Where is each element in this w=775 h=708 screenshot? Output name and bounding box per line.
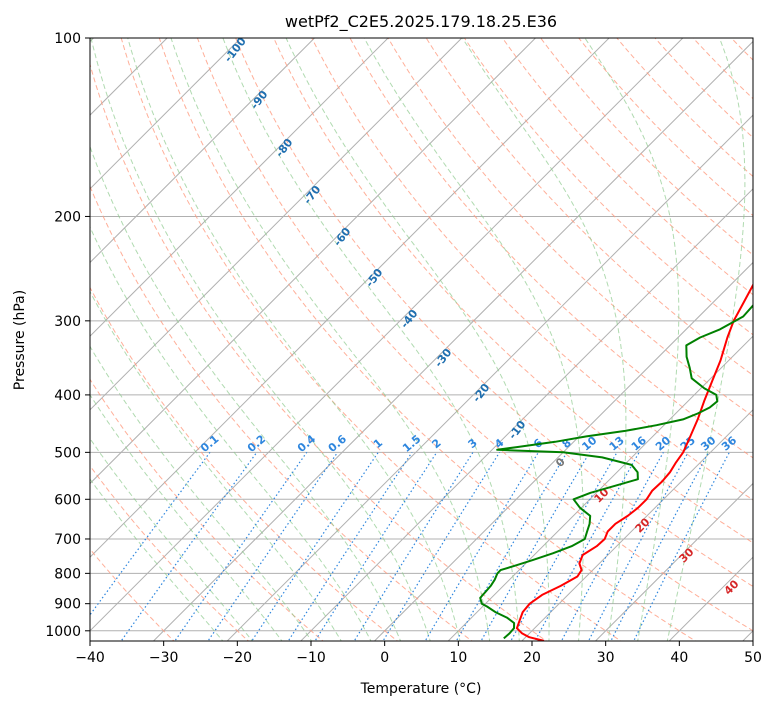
y-axis-ticks: 100 200 300 400 500 600 700 800 900 1000: [45, 31, 90, 640]
mixing-ratio-line: [314, 451, 438, 641]
y-tick-label: 800: [54, 566, 81, 582]
mixing-ratio-line: [207, 451, 339, 641]
dry-adiabat-line: [158, 38, 697, 641]
y-tick-label: 900: [54, 597, 81, 613]
mixing-ratio-line: [633, 452, 730, 641]
isotherm-30: [594, 482, 753, 641]
moist-adiabat-line: [90, 225, 372, 641]
x-tick-label: −20: [223, 650, 253, 666]
isotherm--40: [90, 38, 684, 632]
isotherm--100: [90, 38, 242, 190]
y-tick-label: 1000: [45, 624, 81, 640]
x-tick-label: −10: [296, 650, 326, 666]
dry-adiabat-line: [425, 38, 753, 376]
dry-adiabat-line: [349, 38, 753, 459]
isotherm--80: [90, 38, 389, 337]
isotherm-0: [373, 261, 753, 641]
mixing-ratio-line: [382, 451, 501, 641]
x-axis-label: Temperature (°C): [360, 681, 482, 697]
x-tick-label: 10: [449, 650, 467, 666]
moist-adiabat-line: [90, 393, 283, 641]
dry-adiabat-line: [387, 38, 753, 417]
isotherm--20: [226, 114, 753, 641]
isotherm-10: [447, 335, 753, 641]
dry-adiabat-line: [90, 548, 175, 641]
mixing-ratio-line: [510, 452, 618, 641]
dry-adiabat-line: [311, 38, 753, 501]
dry-adiabat-line: [196, 38, 753, 632]
x-tick-label: 20: [523, 650, 541, 666]
y-tick-label: 300: [54, 314, 81, 330]
y-axis-label: Pressure (hPa): [12, 290, 28, 390]
chart-title: wetPf2_C2E5.2025.179.18.25.E36: [285, 12, 557, 32]
x-tick-label: −30: [149, 650, 179, 666]
mixing-ratio-line: [587, 452, 689, 641]
mixing-ratio-lines: [90, 451, 730, 641]
mixing-ratio-line: [353, 451, 474, 641]
moist-adiabat-line: [127, 38, 461, 641]
mixing-ratio-line: [174, 451, 308, 641]
mixing-ratio-line: [120, 451, 258, 641]
temperature-profile-line: [515, 282, 753, 641]
isotherm--70: [90, 38, 463, 411]
mixing-ratio-line: [251, 451, 379, 641]
x-tick-label: −40: [75, 650, 105, 666]
dry-adiabat-line: [90, 464, 250, 641]
moist-adiabats: [90, 38, 746, 641]
x-tick-label: 30: [597, 650, 615, 666]
moist-adiabat-line: [584, 38, 680, 641]
moist-adiabat-line: [461, 38, 627, 641]
dry-adiabat-line: [120, 38, 622, 641]
dewpoint-profile-line: [479, 303, 753, 640]
plot-frame: [89, 37, 754, 642]
y-tick-label: 700: [54, 532, 81, 548]
isotherm--60: [90, 38, 536, 485]
moist-adiabat-line: [90, 38, 431, 641]
x-tick-label: 50: [744, 650, 762, 666]
x-tick-label: 40: [670, 650, 688, 666]
dry-adiabats: [90, 38, 775, 643]
moist-adiabat-line: [285, 38, 550, 641]
moist-adiabat-line: [363, 38, 584, 641]
y-tick-label: 200: [54, 209, 81, 225]
moist-adiabat-line: [90, 437, 254, 641]
x-axis-ticks: −40 −30 −20 −10 0 10 20 30 40 50: [75, 641, 762, 666]
y-tick-label: 600: [54, 492, 81, 508]
dry-adiabat-line: [90, 286, 399, 641]
isotherm--90: [90, 38, 315, 264]
dry-adiabat-line: [273, 38, 753, 544]
mixing-ratio-line: [287, 451, 413, 641]
isotherm--50: [90, 38, 610, 558]
isotherm--30: [152, 40, 753, 641]
moist-adiabat-line: [666, 38, 746, 641]
mixing-ratio-line: [90, 451, 211, 616]
moist-adiabat-line: [170, 38, 491, 641]
mixing-ratio-line: [560, 452, 664, 641]
y-tick-label: 100: [54, 31, 81, 47]
x-tick-label: 0: [380, 650, 389, 666]
profile-series: [479, 282, 753, 641]
moist-adiabat-line: [90, 345, 313, 641]
dry-adiabat-line: [90, 378, 324, 641]
isotherm-20: [521, 409, 753, 641]
mixing-ratio-line: [534, 451, 640, 641]
y-tick-label: 500: [54, 445, 81, 461]
dry-adiabat-line: [769, 38, 775, 643]
dry-adiabat-line: [90, 62, 548, 641]
y-tick-label: 400: [54, 388, 81, 404]
moist-adiabat-line: [90, 478, 224, 641]
moist-adiabat-line: [90, 290, 342, 641]
moist-adiabat-line: [222, 38, 520, 641]
dry-adiabat-line: [90, 185, 473, 641]
